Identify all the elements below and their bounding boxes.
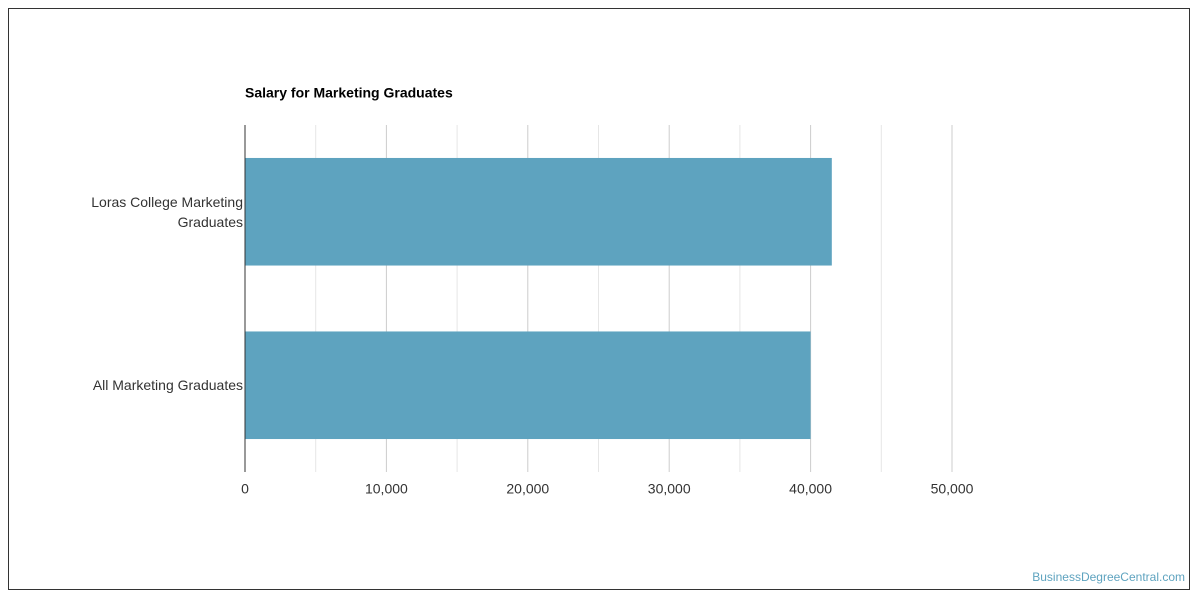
- x-tick-label: 10,000: [365, 481, 408, 497]
- watermark: BusinessDegreeCentral.com: [1032, 570, 1185, 584]
- x-tick-label: 20,000: [506, 481, 549, 497]
- y-tick-label: All Marketing Graduates: [92, 377, 243, 394]
- x-tick-label: 40,000: [789, 481, 832, 497]
- bar: [245, 157, 832, 266]
- x-tick-label: 30,000: [648, 481, 691, 497]
- y-tick-label: Loras College Marketing Graduates: [91, 193, 243, 230]
- x-tick-label: 0: [241, 481, 249, 497]
- frame: [8, 8, 1190, 590]
- bar: [245, 331, 811, 440]
- x-tick-label: 50,000: [931, 481, 974, 497]
- chart-title: Salary for Marketing Graduates: [245, 85, 453, 101]
